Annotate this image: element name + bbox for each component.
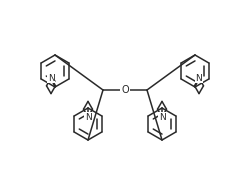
Text: N: N bbox=[48, 74, 54, 83]
Text: N: N bbox=[85, 112, 91, 122]
Text: N: N bbox=[159, 112, 166, 122]
Text: O: O bbox=[121, 85, 129, 95]
Text: N: N bbox=[196, 74, 202, 83]
